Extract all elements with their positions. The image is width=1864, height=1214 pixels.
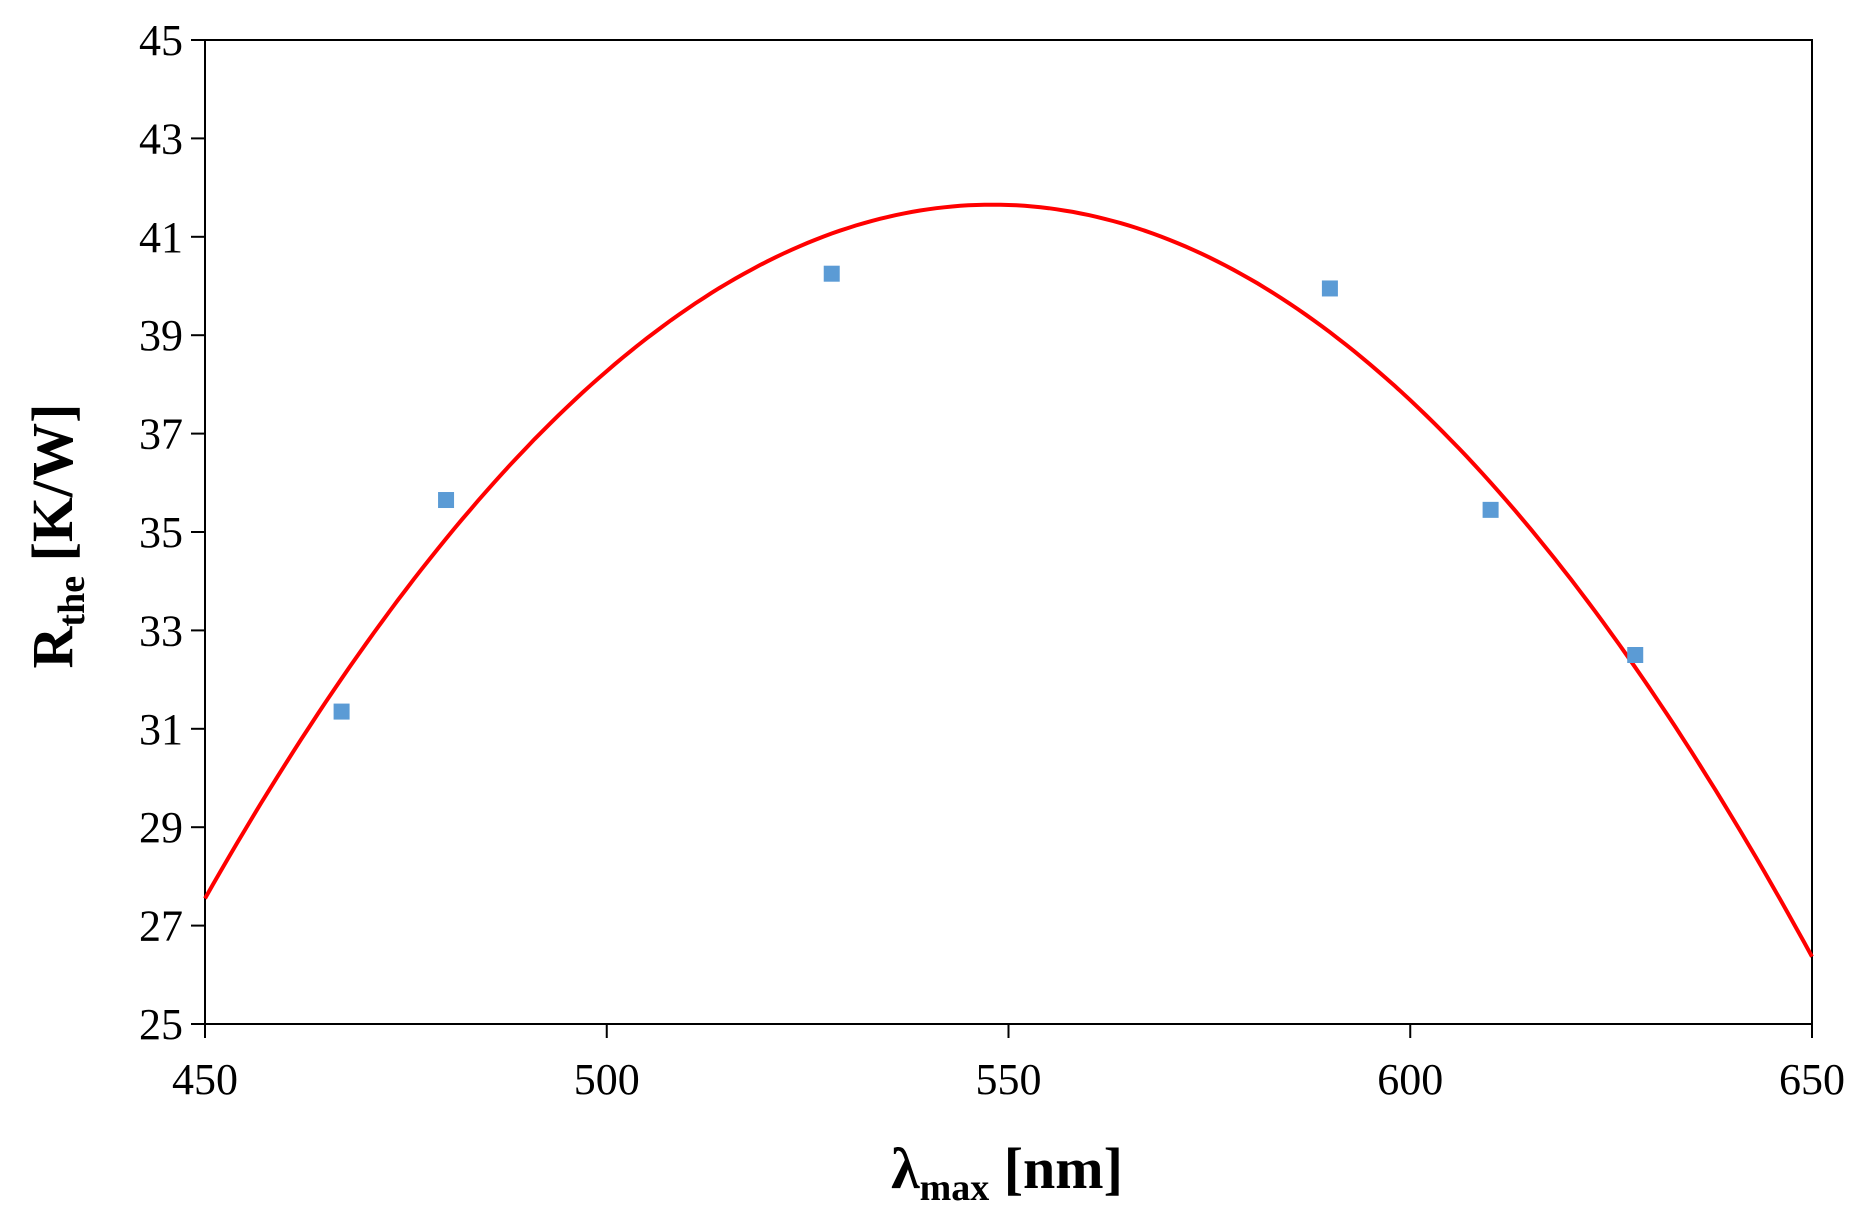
- y-tick-label: 39: [139, 311, 183, 360]
- x-axis-title: λmax [nm]: [891, 1136, 1123, 1209]
- data-point: [1627, 647, 1644, 663]
- x-axis-title-unit: [nm]: [989, 1136, 1123, 1201]
- y-axis-title-subscript: the: [51, 576, 93, 627]
- y-axis-title-main: R: [20, 625, 85, 668]
- data-point: [333, 703, 350, 720]
- y-tick-label: 35: [139, 508, 183, 557]
- data-point: [1482, 501, 1499, 518]
- fit-curve-layer: [203, 202, 1814, 958]
- y-axis-title: Rthe [K/W]: [20, 404, 93, 669]
- data-point: [823, 265, 840, 282]
- x-tick-label: 500: [574, 1055, 640, 1104]
- x-axis-title-subscript: max: [920, 1167, 990, 1209]
- y-tick-label: 27: [139, 902, 183, 951]
- data-point: [438, 492, 455, 509]
- x-axis-ticks: 450 500 550 600 650: [172, 1024, 1845, 1104]
- y-tick-label: 41: [139, 213, 183, 262]
- x-tick-label: 450: [172, 1055, 238, 1104]
- x-tick-label: 600: [1377, 1055, 1443, 1104]
- y-tick-label: 43: [139, 114, 183, 163]
- y-axis-title-unit: [K/W]: [20, 404, 85, 576]
- data-point: [1321, 280, 1338, 297]
- y-axis-ticks: 25 27 29 31 33 35 37 39 41 43 45: [139, 16, 205, 1049]
- y-tick-label: 25: [139, 1000, 183, 1049]
- y-tick-label: 31: [139, 705, 183, 754]
- y-tick-label: 37: [139, 410, 183, 459]
- x-axis-title-main: λ: [891, 1136, 920, 1201]
- x-tick-label: 650: [1779, 1055, 1845, 1104]
- y-tick-label: 29: [139, 803, 183, 852]
- x-tick-label: 550: [976, 1055, 1042, 1104]
- y-tick-label: 45: [139, 16, 183, 65]
- data-points-layer: [333, 265, 1644, 720]
- y-tick-label: 33: [139, 606, 183, 655]
- fit-curve: [203, 202, 1814, 958]
